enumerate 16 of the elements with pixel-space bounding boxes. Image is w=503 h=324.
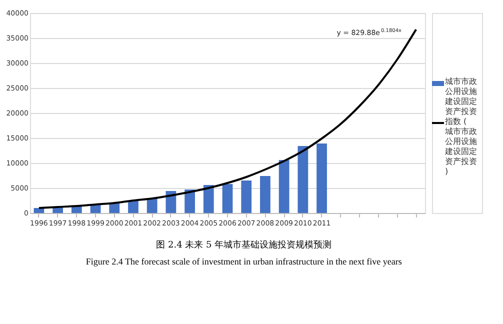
text: Figure 2.4 The forecast scale of investment in urban infrastructure in the next five years xyxy=(86,256,402,266)
bar xyxy=(109,203,120,213)
bar xyxy=(222,184,233,213)
legend-label: 城市市政公用设施建设固定资产投资 xyxy=(444,77,477,116)
bar xyxy=(146,198,158,213)
bar xyxy=(241,180,252,213)
line-series xyxy=(38,28,418,209)
bar xyxy=(298,146,308,213)
bar xyxy=(316,144,327,213)
bar xyxy=(260,176,270,213)
bar xyxy=(184,190,195,213)
legend-label: 指数 (城市市政公用设施建设固定资产投资) xyxy=(444,117,477,176)
text: 图 2.4 未来 5 年城市基础设施投资规模预测 xyxy=(156,240,332,250)
bar xyxy=(203,185,214,213)
bar xyxy=(278,160,290,213)
bar xyxy=(128,201,138,213)
